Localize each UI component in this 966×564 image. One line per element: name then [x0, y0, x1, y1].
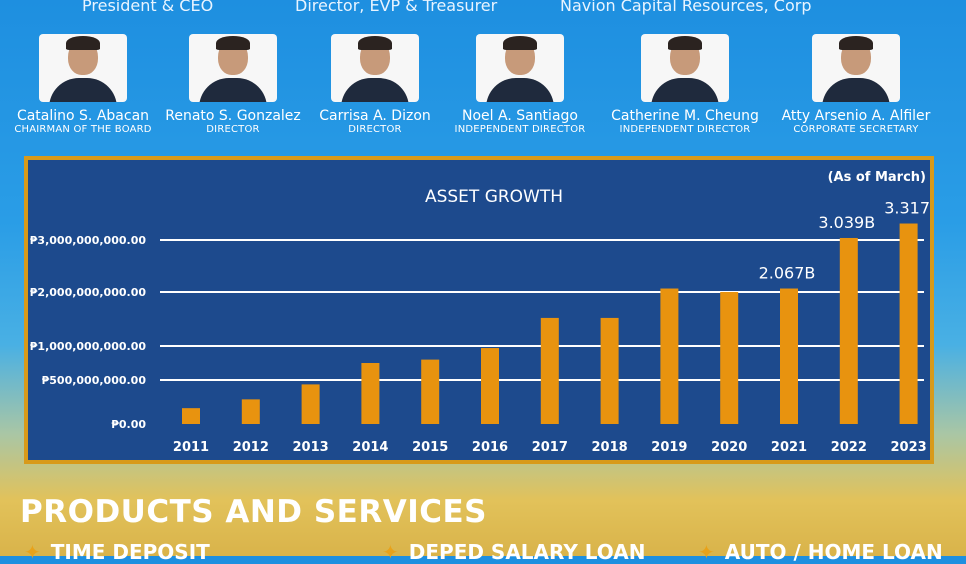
- member-name: Carrisa A. Dizon: [319, 108, 431, 124]
- x-tick-label: 2014: [352, 440, 388, 455]
- chart-note: (As of March): [828, 170, 926, 185]
- x-tick-label: 2017: [532, 440, 568, 455]
- top-title-3: Navion Capital Resources, Corp: [560, 0, 812, 15]
- y-tick-label: ₱0.00: [111, 418, 146, 431]
- bar-2013: [301, 384, 320, 424]
- x-tick-label: 2021: [771, 440, 807, 455]
- board-member-1: Catalino S. Abacan CHAIRMAN OF THE BOARD: [8, 34, 158, 135]
- data-label: 3.317B: [884, 199, 930, 218]
- bar-2019: [660, 288, 679, 424]
- product-item-time-deposit: ✦ TIME DEPOSIT: [24, 540, 210, 564]
- products-title: PRODUCTS AND SERVICES: [20, 494, 487, 530]
- bar-2023: [899, 223, 918, 424]
- board-member-2: Renato S. Gonzalez DIRECTOR: [158, 34, 308, 135]
- board-member-5: Catherine M. Cheung INDEPENDENT DIRECTOR: [600, 34, 770, 135]
- y-tick-label: ₱500,000,000.00: [42, 374, 147, 387]
- y-tick-label: ₱3,000,000,000.00: [30, 234, 147, 247]
- bar-2014: [361, 363, 380, 424]
- asset-growth-chart: ASSET GROWTH (As of March) ₱0.00 ₱500,000…: [24, 156, 934, 464]
- product-label: DEPED SALARY LOAN: [408, 540, 646, 564]
- board-member-6: Atty Arsenio A. Alfiler CORPORATE SECRET…: [768, 34, 944, 135]
- bar-2015: [421, 359, 440, 424]
- member-name: Atty Arsenio A. Alfiler: [781, 108, 931, 124]
- x-tick-label: 2019: [651, 440, 687, 455]
- y-tick-label: ₱2,000,000,000.00: [30, 286, 147, 299]
- y-tick-label: ₱1,000,000,000.00: [30, 340, 147, 353]
- avatar: [641, 34, 729, 102]
- x-tick-label: 2016: [472, 440, 508, 455]
- x-tick-label: 2020: [711, 440, 747, 455]
- member-role: DIRECTOR: [348, 124, 402, 135]
- member-role: CORPORATE SECRETARY: [793, 124, 919, 135]
- board-member-4: Noel A. Santiago INDEPENDENT DIRECTOR: [440, 34, 600, 135]
- x-tick-label: 2013: [293, 440, 329, 455]
- x-tick-label: 2022: [831, 440, 867, 455]
- sparkle-icon: ✦: [698, 540, 715, 564]
- avatar: [331, 34, 419, 102]
- member-role: INDEPENDENT DIRECTOR: [454, 124, 586, 135]
- member-role: CHAIRMAN OF THE BOARD: [14, 124, 152, 135]
- bar-2020: [720, 292, 739, 424]
- data-label: 2.067B: [759, 264, 816, 283]
- member-name: Noel A. Santiago: [462, 108, 578, 124]
- x-tick-label: 2023: [891, 440, 927, 455]
- top-title-1: President & CEO: [82, 0, 214, 15]
- chart-svg: ASSET GROWTH (As of March) ₱0.00 ₱500,000…: [30, 170, 930, 455]
- member-role: INDEPENDENT DIRECTOR: [619, 124, 751, 135]
- bar-2012: [241, 399, 260, 424]
- avatar: [189, 34, 277, 102]
- avatar: [812, 34, 900, 102]
- x-tick-label: 2015: [412, 440, 448, 455]
- bar-2016: [481, 348, 499, 424]
- product-item-auto-home-loan: ✦ AUTO / HOME LOAN: [698, 540, 943, 564]
- sparkle-icon: ✦: [24, 540, 41, 564]
- bar-2021: [780, 288, 798, 424]
- sparkle-icon: ✦: [382, 540, 399, 564]
- product-label: TIME DEPOSIT: [50, 540, 210, 564]
- bar-2011: [182, 408, 200, 424]
- member-name: Renato S. Gonzalez: [165, 108, 301, 124]
- x-tick-label: 2018: [592, 440, 628, 455]
- member-role: DIRECTOR: [206, 124, 260, 135]
- bar-2022: [839, 237, 858, 424]
- x-tick-label: 2011: [173, 440, 209, 455]
- board-members: Catalino S. Abacan CHAIRMAN OF THE BOARD…: [0, 34, 966, 142]
- bar-2018: [600, 317, 619, 424]
- x-tick-label: 2012: [233, 440, 269, 455]
- avatar: [39, 34, 127, 102]
- product-item-deped-salary-loan: ✦ DEPED SALARY LOAN: [382, 540, 645, 564]
- member-name: Catalino S. Abacan: [16, 108, 150, 124]
- board-member-3: Carrisa A. Dizon DIRECTOR: [302, 34, 448, 135]
- data-label: 3.039B: [818, 213, 875, 232]
- top-title-2: Director, EVP & Treasurer: [295, 0, 498, 15]
- bar-2017: [540, 317, 559, 424]
- chart-title: ASSET GROWTH: [425, 187, 563, 207]
- avatar: [476, 34, 564, 102]
- member-name: Catherine M. Cheung: [611, 108, 759, 124]
- product-label: AUTO / HOME LOAN: [724, 540, 943, 564]
